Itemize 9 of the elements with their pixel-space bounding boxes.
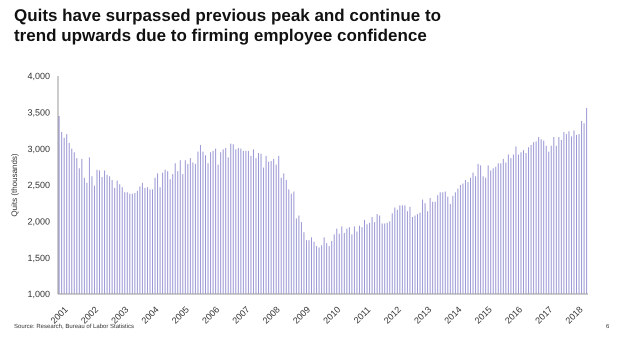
- y-tick-label: 1,500: [27, 252, 50, 263]
- y-tick-label: 1,000: [27, 289, 50, 300]
- y-tick-label: 3,500: [27, 108, 50, 118]
- y-tick-label: 2,000: [27, 216, 50, 227]
- chart-title: Quits have surpassed previous peak and continue to trend upwards due to firming employee confidence: [14, 6, 442, 46]
- y-tick-label: 2,500: [27, 180, 50, 190]
- y-tick-label: 4,000: [27, 71, 50, 82]
- y-tick-label: 3,000: [27, 144, 50, 154]
- y-axis-title: Quits (thousands): [10, 153, 19, 217]
